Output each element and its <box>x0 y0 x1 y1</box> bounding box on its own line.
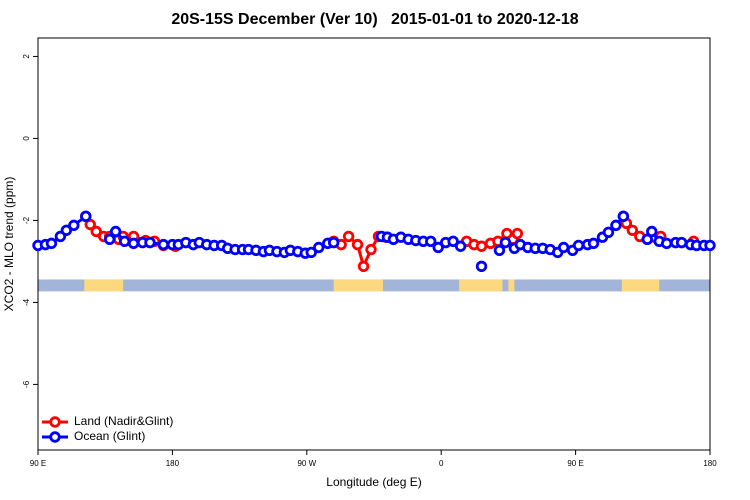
land-strip <box>333 279 383 292</box>
land-strip <box>459 279 503 292</box>
y-tick-label: -6 <box>22 380 31 388</box>
x-axis-label: Longitude (deg E) <box>326 475 421 489</box>
y-tick-label: -4 <box>22 298 31 306</box>
legend-label: Land (Nadir&Glint) <box>74 414 173 428</box>
point <box>118 235 131 248</box>
point <box>313 241 325 254</box>
point <box>68 219 80 232</box>
y-tick-label: 2 <box>22 54 31 59</box>
point <box>617 210 630 223</box>
point <box>475 240 488 252</box>
point <box>447 235 459 248</box>
point <box>351 238 364 251</box>
x-tick-label: 0 <box>439 459 444 468</box>
point <box>610 219 622 232</box>
point <box>342 230 355 243</box>
point <box>60 224 73 236</box>
point <box>572 239 585 252</box>
y-tick-label: -2 <box>22 216 31 224</box>
point <box>109 225 122 238</box>
point <box>475 260 488 273</box>
point <box>425 235 437 248</box>
x-tick-label: 180 <box>703 459 717 468</box>
point <box>660 237 673 250</box>
x-tick-label: 180 <box>166 459 180 468</box>
legend-label: Ocean (Glint) <box>74 429 145 443</box>
point <box>511 227 524 240</box>
point <box>557 241 570 254</box>
land-strip <box>84 279 124 292</box>
point <box>127 237 140 250</box>
point <box>305 246 317 259</box>
point <box>103 233 116 245</box>
point <box>493 244 506 257</box>
land-strip <box>621 279 660 292</box>
point <box>432 241 444 254</box>
point <box>84 218 96 231</box>
legend-marker <box>49 416 61 428</box>
point <box>90 225 102 238</box>
point <box>157 238 170 251</box>
land-strip <box>508 279 515 292</box>
point <box>365 243 377 256</box>
chart-title: 20S-15S December (Ver 10) 2015-01-01 to … <box>171 11 578 28</box>
x-tick-label: 90 W <box>297 459 316 468</box>
point <box>646 225 658 238</box>
y-axis-label: XCO2 - MLO trend (ppm) <box>2 177 16 312</box>
x-tick-label: 90 E <box>567 459 583 468</box>
point <box>704 239 716 252</box>
x-tick-label: 90 E <box>30 459 46 468</box>
point <box>675 236 688 249</box>
y-tick-label: 0 <box>22 136 31 141</box>
legend-marker <box>49 431 61 443</box>
point <box>602 226 615 239</box>
point <box>454 240 467 252</box>
point <box>327 236 340 249</box>
point <box>45 237 58 250</box>
point <box>626 224 639 236</box>
point <box>587 237 600 250</box>
point <box>80 210 92 223</box>
point <box>499 236 512 249</box>
point <box>144 236 156 249</box>
point <box>357 260 370 273</box>
